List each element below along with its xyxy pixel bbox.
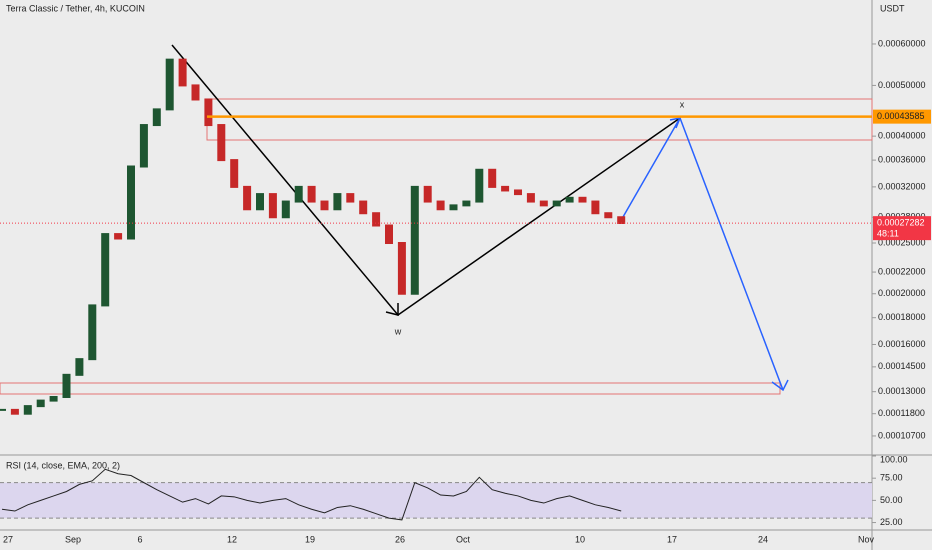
x-tick-label: Nov: [858, 534, 875, 544]
candle: [256, 193, 264, 211]
x-tick-label: 10: [575, 534, 585, 544]
candle: [243, 185, 252, 211]
rsi-tick-label: 25.00: [880, 517, 903, 527]
candle: [204, 98, 213, 127]
candle: [49, 395, 58, 402]
annotation: w: [394, 326, 402, 336]
y-tick-label: 0.00011800: [878, 408, 925, 418]
chart-title: Terra Classic / Tether, 4h, KUCOIN: [6, 3, 145, 13]
y-tick-label: 0.00050000: [878, 80, 926, 90]
rsi-label: RSI (14, close, EMA, 200, 2): [6, 460, 120, 470]
candle: [410, 185, 419, 295]
rsi-line: [1, 468, 622, 521]
candle: [23, 405, 32, 415]
y-tick-label: 0.00025000: [878, 237, 926, 247]
candle: [217, 124, 226, 162]
candle: [385, 224, 393, 245]
candle: [604, 212, 613, 219]
x-tick-label: Oct: [456, 534, 471, 544]
candle: [127, 165, 135, 240]
x-tick-label: 24: [758, 534, 768, 544]
candle: [449, 204, 458, 211]
candle: [617, 216, 626, 224]
y-tick-label: 0.00013000: [878, 386, 926, 396]
x-tick-label: 6: [137, 534, 142, 544]
candle: [75, 358, 84, 376]
candle: [462, 200, 471, 207]
candle: [501, 185, 510, 192]
y-tick-label: 0.00014500: [878, 361, 926, 371]
y-tick-label: 0.00018000: [878, 312, 926, 322]
y-tick-label: 0.00020000: [878, 288, 926, 298]
candle: [578, 196, 587, 203]
last-price-label: 0.00027282: [877, 218, 925, 228]
projection-arrow: [669, 116, 682, 129]
y-tick-label: 0.00022000: [878, 266, 926, 276]
candle: [320, 200, 329, 211]
candle: [152, 108, 161, 127]
candle: [139, 124, 148, 168]
rsi-tick-label: 100.00: [880, 454, 908, 464]
x-tick-label: Sep: [65, 534, 81, 544]
candle: [268, 193, 277, 219]
x-tick-label: 17: [667, 534, 677, 544]
candle: [475, 168, 484, 203]
candle: [10, 408, 19, 415]
candle: [230, 159, 239, 188]
last-price-tag: [873, 216, 931, 241]
candle: [423, 185, 432, 203]
y-tick-label: 0.00032000: [878, 181, 926, 191]
rsi-tick-label: 50.00: [880, 495, 903, 505]
candle: [552, 200, 561, 207]
y-tick-label: 0.00060000: [878, 38, 926, 48]
y-tick-label: 0.00036000: [878, 154, 926, 164]
candle: [88, 304, 97, 361]
candle: [294, 185, 303, 203]
y-tick-label: 0.00016000: [878, 339, 926, 349]
candle: [165, 58, 174, 111]
countdown: 48:11: [877, 229, 899, 239]
currency: USDT: [880, 3, 905, 13]
x-tick-label: 27: [3, 534, 13, 544]
level-tag-label: 0.00043585: [877, 111, 925, 121]
candle: [114, 233, 123, 240]
level-tag: [873, 109, 931, 124]
y-tick-label: 0.00010700: [878, 430, 926, 440]
rsi-band: [0, 482, 872, 519]
y-tick-label: 0.00040000: [878, 131, 926, 141]
candle: [281, 200, 290, 219]
candle: [0, 408, 6, 411]
candle: [436, 200, 445, 211]
candle: [565, 196, 574, 203]
candle: [307, 185, 316, 203]
candle: [359, 200, 368, 215]
candle: [591, 200, 600, 215]
candle: [346, 193, 355, 203]
projection-arrow: [771, 379, 789, 392]
candle: [101, 233, 110, 307]
candle: [539, 200, 548, 207]
x-tick-label: 12: [227, 534, 237, 544]
candle: [514, 189, 522, 196]
wave-arrow: [385, 303, 399, 316]
candle: [397, 242, 406, 295]
annotation: x: [680, 99, 685, 109]
candle: [191, 84, 200, 101]
candle: [333, 193, 342, 211]
candle: [62, 373, 71, 398]
x-tick-label: 19: [305, 534, 315, 544]
candle: [372, 212, 381, 227]
candle: [36, 399, 45, 408]
candle: [488, 168, 497, 188]
candle: [526, 193, 535, 203]
x-tick-label: 26: [395, 534, 405, 544]
candle: [178, 58, 187, 87]
rsi-tick-label: 75.00: [880, 473, 903, 483]
